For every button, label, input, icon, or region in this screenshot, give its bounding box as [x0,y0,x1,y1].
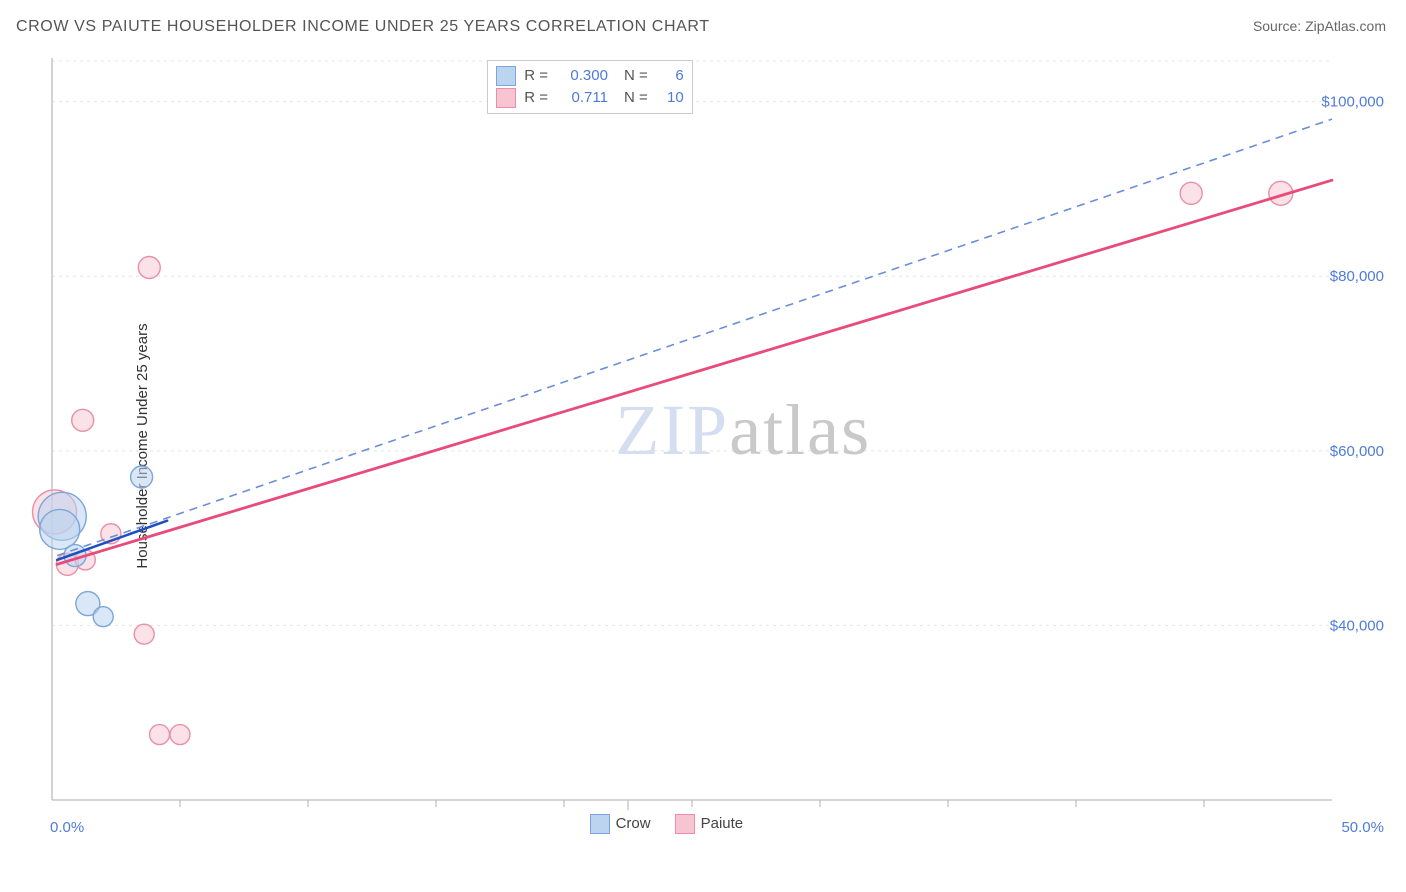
legend-n-value: 6 [656,65,684,87]
series-legend: Crow Paiute [590,814,744,834]
source-label: Source: ZipAtlas.com [1253,18,1386,34]
legend-swatch [675,814,695,834]
legend-r-value: 0.300 [556,65,608,87]
legend-n-value: 10 [656,87,684,109]
series-name: Paiute [701,815,744,832]
svg-text:50.0%: 50.0% [1341,819,1384,836]
legend-swatch [590,814,610,834]
series-legend-item: Paiute [675,814,744,834]
chart-title: CROW VS PAIUTE HOUSEHOLDER INCOME UNDER … [16,18,710,36]
legend-stats-row: R = 0.711 N = 10 [496,87,684,109]
legend-n-label: N = [624,87,648,109]
svg-text:$40,000: $40,000 [1330,617,1384,634]
svg-text:$80,000: $80,000 [1330,268,1384,285]
series-name: Crow [616,815,651,832]
legend-r-value: 0.711 [556,87,608,109]
correlation-chart: $40,000 $60,000 $80,000 $100,000 0.0% 50.0% [52,48,1390,836]
legend-stats-row: R = 0.300 N = 6 [496,65,684,87]
legend-swatch [496,88,516,108]
legend-r-label: R = [524,65,548,87]
series-legend-item: Crow [590,814,651,834]
svg-text:$60,000: $60,000 [1330,443,1384,460]
stats-legend: R = 0.300 N = 6 R = 0.711 N = 10 [487,60,693,114]
legend-n-label: N = [624,65,648,87]
legend-swatch [496,66,516,86]
legend-r-label: R = [524,87,548,109]
svg-text:0.0%: 0.0% [50,819,84,836]
svg-text:$100,000: $100,000 [1321,94,1384,111]
